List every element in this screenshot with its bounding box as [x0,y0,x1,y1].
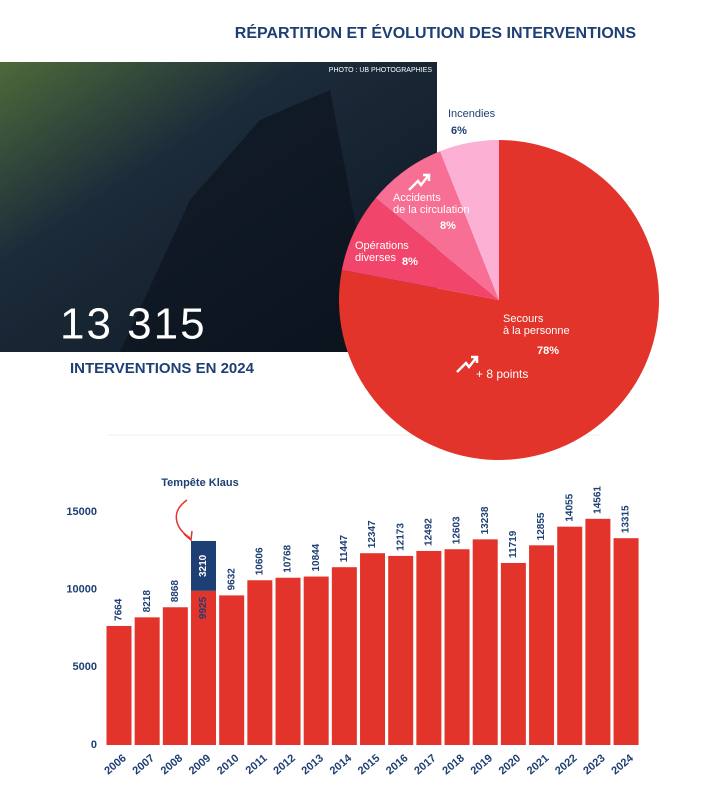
big-number: 13 315 [60,300,207,349]
y-tick-label: 10000 [66,584,97,596]
value-label: 3210 [198,554,209,577]
photo-shape [120,90,380,352]
value-label: 10844 [311,543,322,571]
value-label: 12603 [452,516,463,544]
y-tick-label: 5000 [73,661,97,673]
value-label: 10768 [283,544,294,572]
value-label: 9632 [226,568,237,591]
bar [613,538,639,745]
x-tick-label: 2022 [553,752,579,777]
value-label: 9925 [198,596,209,619]
x-tick-label: 2020 [497,752,523,777]
x-tick-label: 2024 [609,752,636,777]
bar [529,545,555,745]
bar [106,625,132,745]
big-label: INTERVENTIONS EN 2024 [70,360,255,377]
x-tick-label: 2010 [215,752,241,777]
x-tick-label: 2018 [440,752,466,777]
bar [444,549,470,745]
slice-label: Accidents de la circulation [393,192,470,216]
value-label: 12347 [367,520,378,548]
x-tick-label: 2015 [356,752,382,777]
annotation-arrow [175,499,191,539]
x-tick-label: 2017 [412,752,438,777]
pie-slice [339,140,660,461]
value-label: 13238 [480,506,491,534]
title: RÉPARTITION ET ÉVOLUTION DES INTERVENTIO… [235,23,637,42]
slice-value: 8% [440,220,456,232]
value-label: 8868 [170,580,181,603]
x-tick-label: 2014 [328,752,355,777]
trend-icon [456,355,479,373]
bar [247,580,273,745]
annotation: Tempête Klaus [161,477,238,489]
bar [500,562,526,745]
bar [472,539,498,745]
x-tick-label: 2012 [271,752,297,777]
bar [219,595,245,745]
slice-value: 78% [537,345,560,357]
bar [191,540,217,591]
trend-icon [408,173,431,191]
x-tick-label: 2009 [187,752,213,777]
bar [388,555,414,745]
value-label: 13315 [621,505,632,533]
pie-slice [440,140,499,300]
bar [585,518,611,745]
value-label: 7664 [114,598,125,621]
pie-slice [341,198,499,300]
pie [339,140,660,461]
x-tick-label: 2006 [102,752,128,777]
value-label: 12173 [395,523,406,551]
slice-value: 6% [451,125,467,137]
pie-slice [375,151,499,300]
bar [191,590,217,745]
value-label: 14561 [593,486,604,514]
photo-credit: PHOTO : UB PHOTOGRAPHIES [329,67,433,74]
bar [557,526,583,745]
bar [275,577,301,745]
value-label: 10606 [254,547,265,575]
slice-value: 8% [402,256,418,268]
slice-label: Secours à la personne [503,313,570,337]
y-tick-label: 0 [91,739,97,751]
x-tick-label: 2023 [581,752,607,777]
x-tick-label: 2016 [384,752,410,777]
value-label: 11719 [508,530,519,558]
pie-annotation: + 8 points [476,367,528,381]
value-label: 14055 [564,493,575,521]
bar [331,567,357,745]
x-tick-label: 2007 [130,752,156,777]
bar [303,576,329,745]
bar [360,553,386,745]
x-tick-label: 2013 [300,752,326,777]
x-tick-label: 2011 [244,752,270,777]
x-tick-label: 2008 [159,752,185,777]
slice-label: Incendies [448,108,496,120]
annotation-arrowhead [183,530,193,542]
value-label: 8218 [142,590,153,613]
value-label: 11447 [339,534,350,562]
slice-label: Opérations diverses [355,240,409,264]
y-tick-label: 15000 [66,506,97,518]
value-label: 12492 [424,518,435,546]
bar [134,617,160,745]
value-label: 12855 [536,512,547,540]
bar [162,607,188,745]
x-tick-label: 2021 [525,752,551,777]
bar [416,550,442,745]
x-tick-label: 2019 [469,752,495,777]
